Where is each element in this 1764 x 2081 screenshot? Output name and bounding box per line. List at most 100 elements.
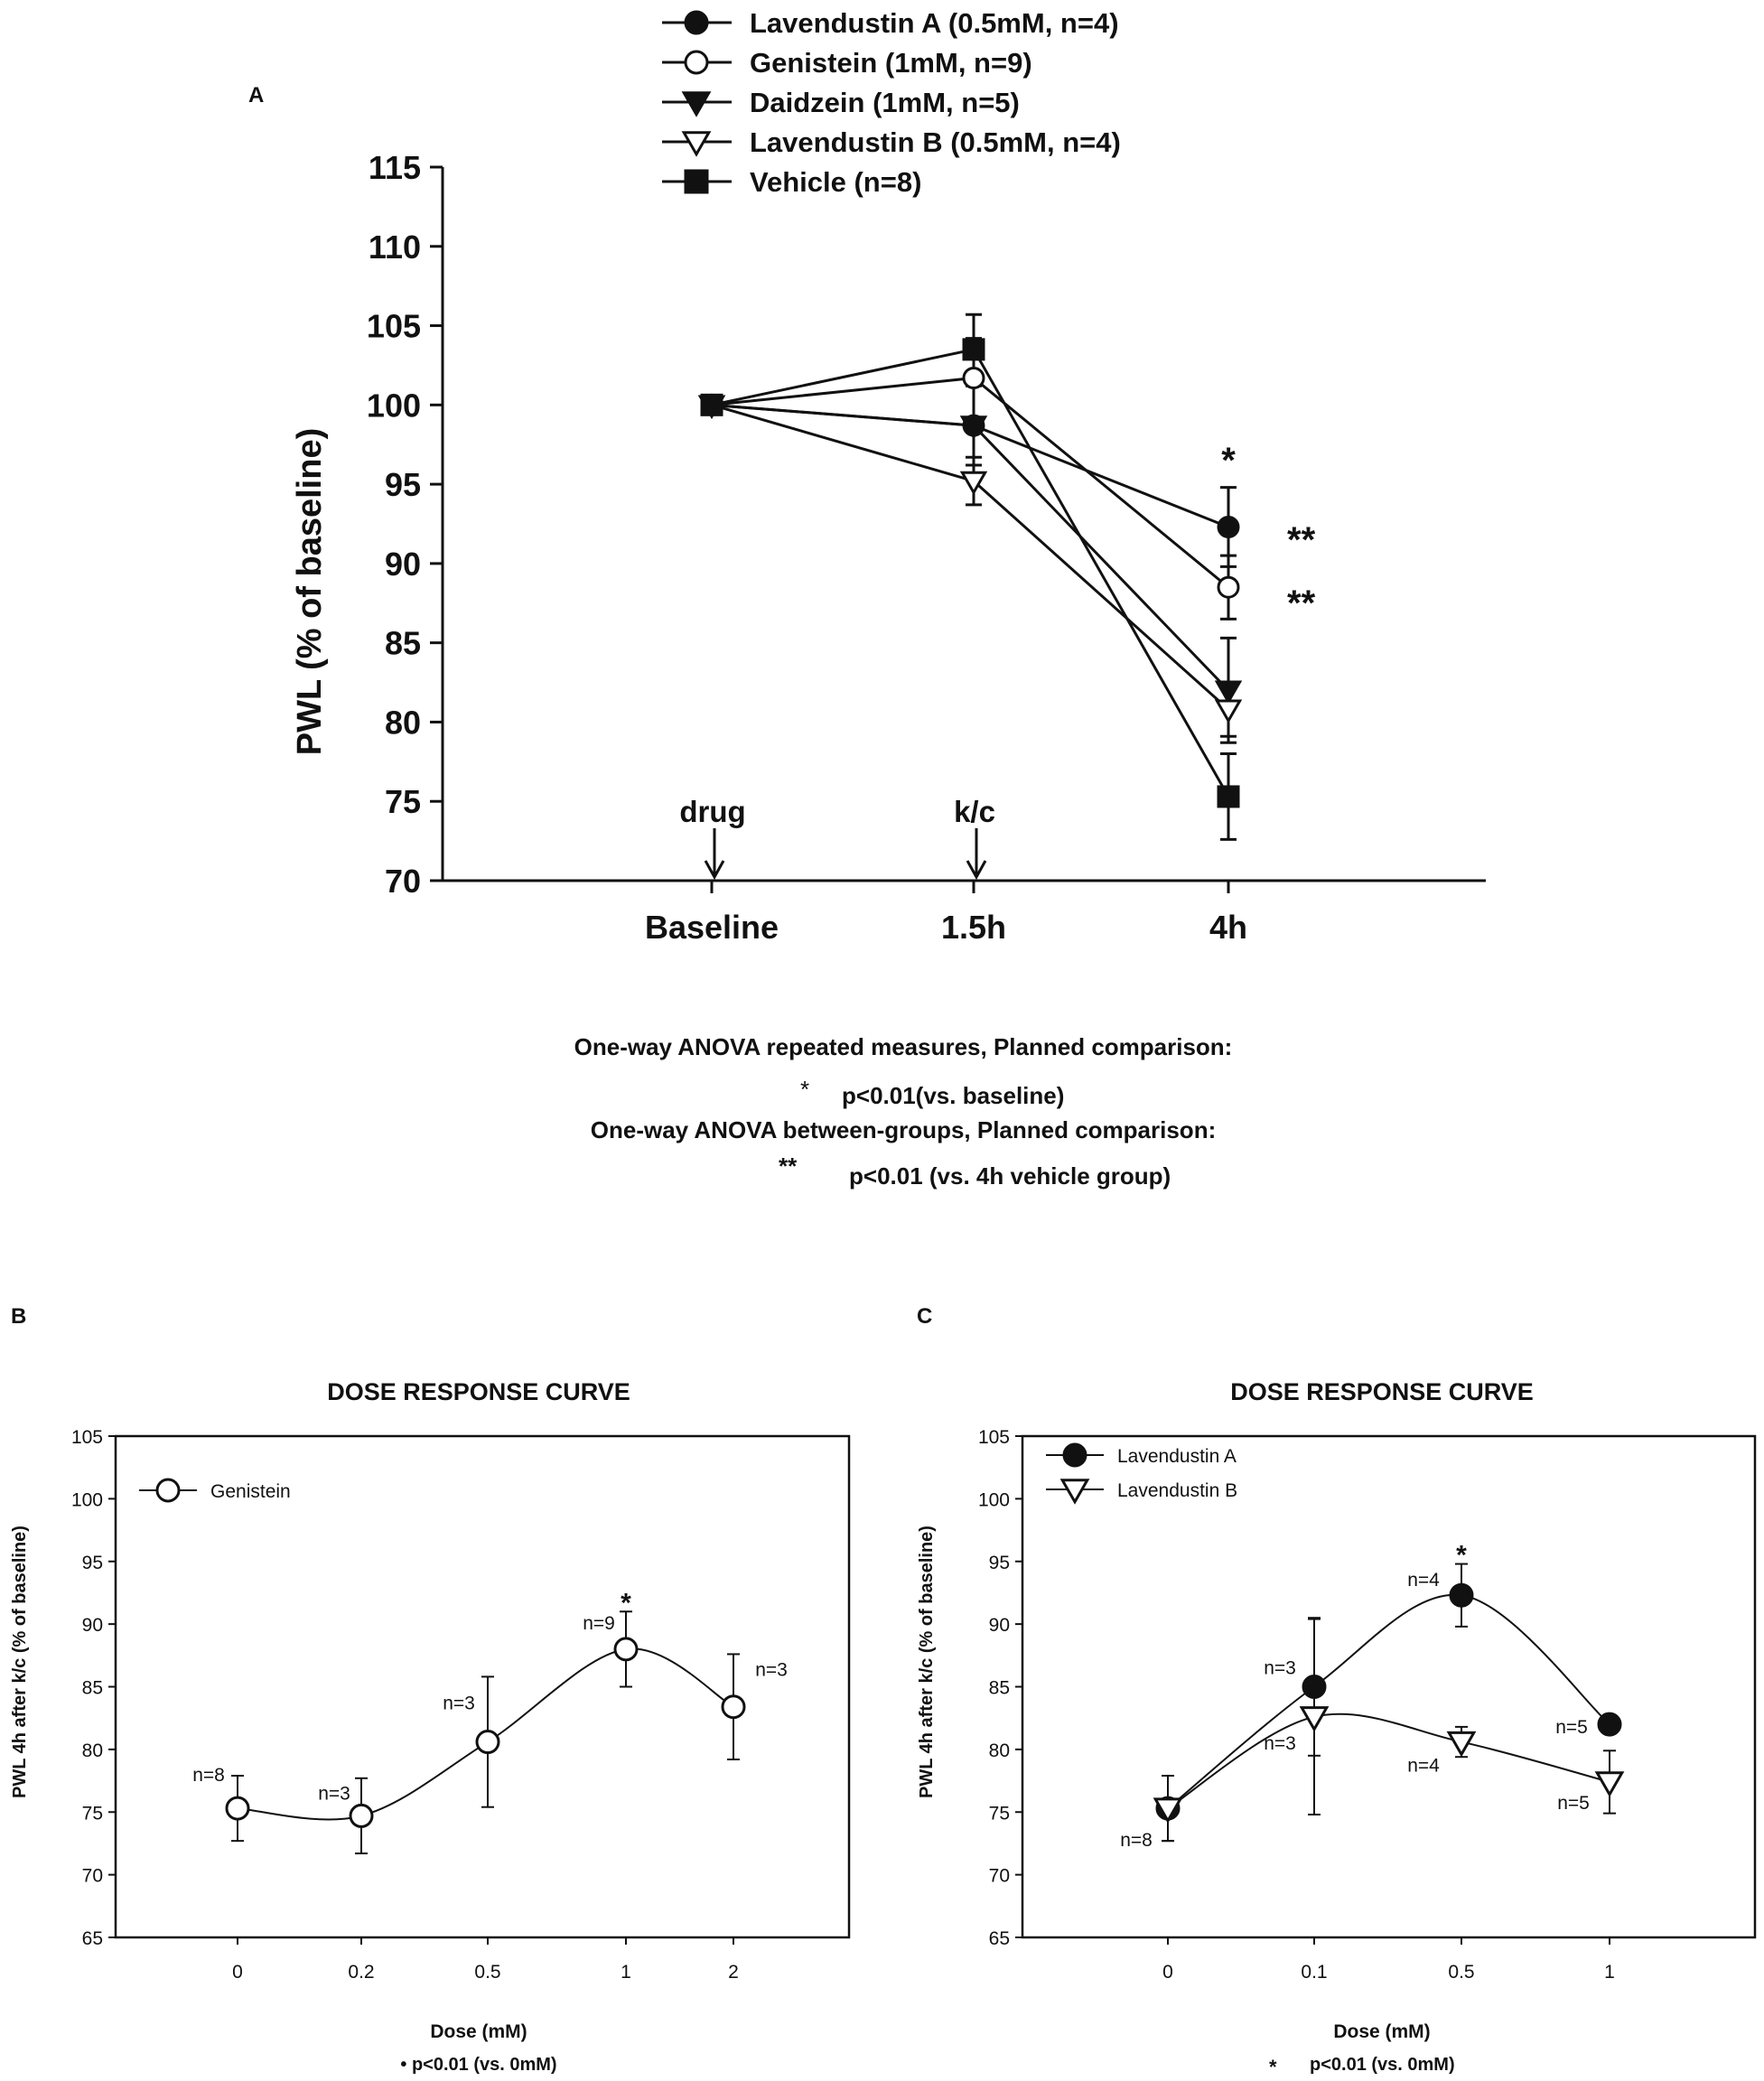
panel-c-n-label: n=4 (1407, 1570, 1440, 1591)
panel-b-y-tick-label: 90 (82, 1615, 103, 1636)
panel-c-plot-area: n=8 n=3 n=4 n=5 n=3 n=4 n=5 * (1120, 1541, 1625, 1851)
panel-a-series-line-lavendustin-b (711, 403, 1230, 711)
panel-b-x-tick-label: 1 (621, 1962, 631, 1983)
panel-c-chart: DOSE RESPONSE CURVE 65 70 75 80 85 90 95 100 105… (917, 1378, 1757, 2078)
panel-a-y-axis-label: PWL (% of baseline) (291, 428, 329, 755)
panel-c-axes: 65 70 75 80 85 90 95 100 105 0 0.1 0.5 1 (978, 1427, 1757, 1983)
panel-a-point-lavendustin-b (1214, 699, 1243, 724)
panel-a-y-tick-label: 80 (385, 704, 421, 741)
legend-a-marker-lavendustin-a (684, 10, 709, 35)
legend-c-marker-lavendustin-b (1059, 1479, 1090, 1505)
panel-b-point-genistein (225, 1796, 250, 1821)
panel-a-y-tick-label: 95 (385, 466, 421, 503)
panel-b-y-tick-label: 85 (82, 1678, 103, 1699)
panel-label-a: A (248, 83, 264, 107)
legend-c-label-lavendustin-a: Lavendustin A (1117, 1446, 1237, 1467)
panel-c-curve-lavendustin-b (1167, 1712, 1610, 1809)
legend-a-label-vehicle: Vehicle (n=8) (750, 166, 921, 198)
panel-a-x-tick-label: 1.5h (941, 909, 1006, 946)
panel-c-x-axis-label: Dose (mM) (1333, 2021, 1430, 2042)
panel-c-x-tick-label: 0.1 (1301, 1962, 1327, 1983)
panel-c-plot-frame (1021, 1434, 1757, 1939)
panel-b-y-tick-label: 65 (82, 1928, 103, 1949)
panel-a-legend: Lavendustin A (0.5mM, n=4) Genistein (1mM… (662, 7, 1121, 198)
legend-a-label-lavendustin-b: Lavendustin B (0.5mM, n=4) (750, 126, 1121, 158)
panel-b-point-genistein (475, 1730, 500, 1755)
panel-b-y-tick-label: 105 (71, 1427, 103, 1448)
panel-b-point-genistein (349, 1803, 374, 1828)
footnote-a-symbol-2: ** (779, 1152, 798, 1180)
panel-a-axes: 70 75 80 85 90 95 100 105 110 115 Baseline 1.5h 4h (367, 149, 1486, 946)
legend-b-label-genistein: Genistein (210, 1481, 291, 1502)
panel-c-x-tick-label: 1 (1604, 1962, 1615, 1983)
footnote-a-line-2: p<0.01(vs. baseline) (842, 1082, 1064, 1109)
panel-a-arrow-head (966, 860, 987, 881)
panel-a-annotation-k-c: k/c (954, 795, 995, 828)
panel-c-y-tick-label: 100 (978, 1489, 1010, 1510)
panel-a-point-genistein (1217, 575, 1240, 599)
panel-b-legend: Genistein (139, 1478, 291, 1503)
panel-c-y-tick-label: 95 (989, 1553, 1010, 1573)
panel-b-y-tick-label: 75 (82, 1803, 103, 1824)
panel-c-y-tick-label: 65 (989, 1928, 1010, 1949)
panel-b-x-tick-label: 0.2 (348, 1962, 374, 1983)
panel-c-n-label: n=4 (1407, 1756, 1440, 1777)
panel-a-arrow-head (704, 860, 725, 881)
panel-a-x-tick-label: 4h (1209, 909, 1247, 946)
legend-a-marker-genistein (684, 50, 709, 75)
panel-c-n-label: n=3 (1264, 1733, 1296, 1754)
panel-a-annotation-drug: drug (679, 795, 745, 828)
panel-b-x-tick-label: 2 (728, 1962, 739, 1983)
footnote-a-symbol-1: * (800, 1076, 809, 1103)
legend-a-marker-lavendustin-b (681, 131, 712, 157)
panel-b-y-tick-label: 80 (82, 1740, 103, 1761)
panel-b-y-tick-label: 70 (82, 1866, 103, 1887)
panel-b-point-genistein (613, 1637, 639, 1662)
panel-b-n-label: n=3 (755, 1660, 788, 1681)
panel-a-footnotes: One-way ANOVA repeated measures, Planned… (574, 1033, 1233, 1190)
panel-b-x-tick-label: 0.5 (474, 1962, 500, 1983)
panel-a-series-line-daidzein (711, 403, 1230, 692)
legend-a-label-daidzein: Daidzein (1mM, n=5) (750, 87, 1020, 118)
panel-c-n-label: n=5 (1557, 1793, 1590, 1814)
panel-c-point-lavendustin-b (1594, 1771, 1625, 1797)
panel-a-y-tick-label: 110 (369, 229, 421, 266)
footnote-a-line-1: One-way ANOVA repeated measures, Planned… (574, 1033, 1233, 1060)
panel-b-axes: 65 70 75 80 85 90 95 100 105 0 0.2 0.5 1 2 (71, 1427, 851, 1983)
panel-a-significance-marker: ** (1287, 583, 1316, 623)
panel-label-b: B (11, 1304, 26, 1329)
panel-a-plot-area: drug k/c***** (679, 313, 1316, 881)
panel-a-point-vehicle (1217, 785, 1240, 808)
panel-c-y-tick-label: 75 (989, 1803, 1010, 1824)
panel-b-plot-area: n=8 n=3 n=3 n=9 n=3 * (192, 1588, 788, 1855)
panel-a-point-daidzein (1214, 680, 1243, 705)
panel-c-n-label: n=3 (1264, 1658, 1296, 1679)
panel-c-x-tick-label: 0.5 (1448, 1962, 1474, 1983)
panel-b-x-tick-label: 0 (232, 1962, 243, 1983)
panel-c-point-lavendustin-a (1449, 1582, 1474, 1608)
panel-c-footnote-symbol: * (1269, 2056, 1277, 2078)
legend-a-label-lavendustin-a: Lavendustin A (0.5mM, n=4) (750, 7, 1119, 39)
legend-b-marker-genistein (155, 1478, 181, 1503)
panel-b-y-tick-label: 100 (71, 1489, 103, 1510)
panel-a-y-tick-label: 70 (385, 863, 421, 900)
panel-c-point-lavendustin-b (1299, 1706, 1330, 1732)
panel-a-point-genistein (962, 366, 985, 389)
panel-c-curve-lavendustin-a (1167, 1593, 1610, 1809)
panel-a-y-tick-label: 105 (367, 308, 421, 345)
panel-c-footnote: p<0.01 (vs. 0mM) (1310, 2055, 1455, 2075)
panel-a-point-daidzein (959, 415, 988, 440)
panel-b-n-label: n=9 (583, 1613, 615, 1634)
panel-b-y-axis-label: PWL 4h after k/c (% of baseline) (10, 1526, 30, 1798)
panel-a-y-tick-label: 90 (385, 546, 421, 583)
panel-c-significance-marker: * (1456, 1541, 1467, 1571)
footnote-a-line-3: One-way ANOVA between-groups, Planned co… (591, 1116, 1216, 1143)
panel-b-y-tick-label: 95 (82, 1553, 103, 1573)
panel-a-point-vehicle (700, 393, 723, 416)
panel-c-y-axis-label: PWL 4h after k/c (% of baseline) (917, 1526, 937, 1798)
legend-c-label-lavendustin-b: Lavendustin B (1117, 1480, 1237, 1501)
panel-a-y-tick-label: 85 (385, 625, 421, 662)
panel-a-significance-marker: ** (1287, 520, 1316, 560)
panel-a-significance-marker: * (1221, 441, 1236, 481)
